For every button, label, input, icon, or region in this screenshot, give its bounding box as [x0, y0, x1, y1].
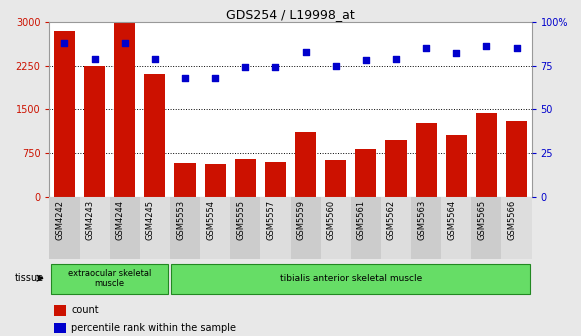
Bar [411, 197, 441, 259]
Text: GSM5563: GSM5563 [417, 200, 426, 240]
Bar [54, 305, 66, 316]
Text: GSM5561: GSM5561 [357, 200, 366, 240]
Point [150, 56, 160, 61]
Bar [200, 197, 230, 259]
Bar [144, 74, 166, 197]
Point [512, 45, 521, 51]
Text: GSM4243: GSM4243 [85, 200, 95, 240]
Bar [171, 264, 530, 294]
Bar [506, 121, 527, 197]
Point [301, 49, 310, 54]
Point [60, 40, 69, 45]
Bar [381, 197, 411, 259]
Bar [140, 197, 170, 259]
Text: GSM5553: GSM5553 [176, 200, 185, 240]
Point [210, 75, 220, 80]
Bar [205, 164, 225, 197]
Bar [351, 197, 381, 259]
Point [331, 63, 340, 68]
Point [451, 51, 461, 56]
Bar [235, 159, 256, 197]
Text: GSM5555: GSM5555 [236, 200, 245, 240]
Text: GSM5560: GSM5560 [327, 200, 336, 240]
Bar [501, 197, 532, 259]
Bar [260, 197, 290, 259]
Text: count: count [71, 305, 99, 315]
Text: GSM5559: GSM5559 [296, 200, 306, 240]
Text: tibialis anterior skeletal muscle: tibialis anterior skeletal muscle [279, 274, 422, 283]
Bar [295, 132, 316, 197]
Text: GSM5554: GSM5554 [206, 200, 215, 240]
Text: GSM4242: GSM4242 [55, 200, 64, 240]
Text: GSM5565: GSM5565 [478, 200, 486, 240]
Point [361, 57, 371, 63]
Bar [356, 149, 376, 197]
Bar [321, 197, 351, 259]
Bar [114, 22, 135, 197]
Point [241, 65, 250, 70]
Bar [110, 197, 140, 259]
Bar [54, 323, 66, 333]
Point [90, 56, 99, 61]
Text: GSM5562: GSM5562 [387, 200, 396, 240]
Title: GDS254 / L19998_at: GDS254 / L19998_at [226, 8, 355, 21]
Bar [471, 197, 501, 259]
Text: GSM5557: GSM5557 [267, 200, 275, 240]
Bar [170, 197, 200, 259]
Bar [174, 163, 196, 197]
Text: extraocular skeletal
muscle: extraocular skeletal muscle [68, 268, 152, 288]
Point [482, 44, 491, 49]
Bar [476, 113, 497, 197]
Bar [230, 197, 260, 259]
Bar [51, 264, 168, 294]
Bar [265, 162, 286, 197]
Text: GSM4245: GSM4245 [146, 200, 155, 240]
Bar [54, 31, 75, 197]
Text: tissue: tissue [15, 273, 44, 283]
Bar [80, 197, 110, 259]
Text: percentile rank within the sample: percentile rank within the sample [71, 323, 236, 333]
Point [180, 75, 189, 80]
Point [120, 40, 130, 45]
Bar [84, 66, 105, 197]
Point [421, 45, 431, 51]
Bar [446, 135, 467, 197]
Bar [325, 161, 346, 197]
Bar [415, 123, 437, 197]
Point [392, 56, 401, 61]
Point [271, 65, 280, 70]
Bar [385, 140, 407, 197]
Text: GSM5566: GSM5566 [508, 200, 517, 240]
Text: GSM4244: GSM4244 [116, 200, 125, 240]
Bar [49, 197, 80, 259]
Text: GSM5564: GSM5564 [447, 200, 456, 240]
Bar [290, 197, 321, 259]
Bar [441, 197, 471, 259]
